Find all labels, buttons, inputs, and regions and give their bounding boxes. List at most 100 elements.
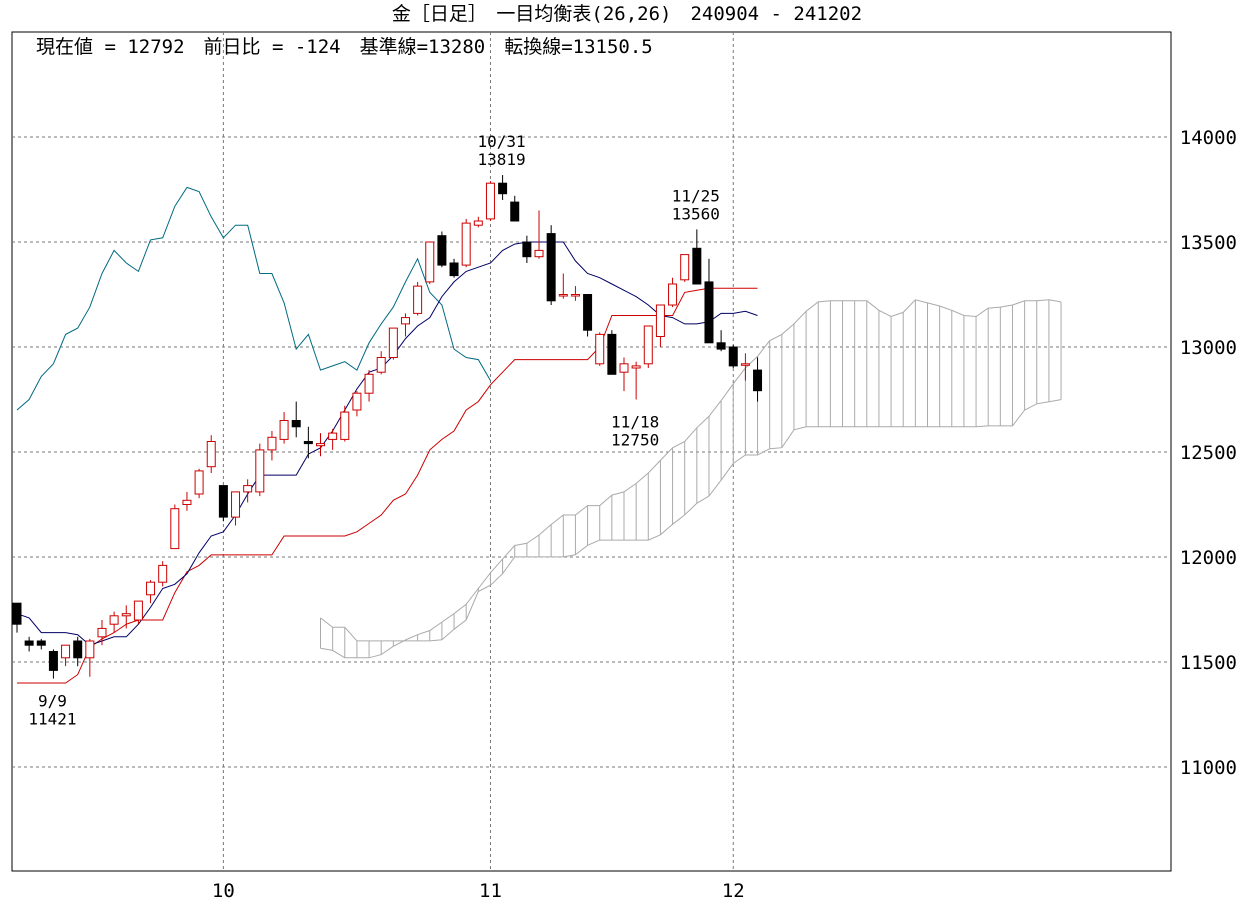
candle: [182, 491, 192, 511]
candle: [728, 344, 738, 368]
candle: [146, 580, 156, 604]
candle: [231, 491, 241, 526]
candle-body: [158, 564, 168, 583]
candle-body: [740, 363, 750, 366]
candle-body: [607, 333, 617, 375]
candle: [558, 273, 568, 299]
candle-body: [231, 491, 241, 518]
candle-body: [364, 373, 374, 394]
y-tick-label-12000: 12000: [1180, 547, 1237, 569]
annotation-date: 11/18: [611, 413, 659, 432]
candle-body: [61, 644, 71, 659]
candle: [570, 286, 580, 301]
candle-body: [668, 283, 678, 306]
annotation-date: 11/25: [672, 186, 720, 205]
candle: [255, 443, 265, 497]
candle: [655, 304, 665, 347]
candle-body: [243, 485, 253, 493]
candle-body: [352, 392, 362, 411]
candle: [328, 428, 338, 450]
candle: [170, 504, 180, 550]
candle: [668, 277, 678, 308]
candle-body: [461, 222, 471, 266]
candle-body: [121, 613, 131, 617]
candle: [291, 401, 301, 438]
candle-body: [619, 363, 629, 373]
candle-body: [425, 241, 435, 283]
x-tick-label-12: 12: [722, 880, 745, 902]
candle-body: [449, 262, 459, 277]
candle-body: [48, 651, 58, 671]
candle: [546, 225, 556, 305]
candle-body: [570, 294, 580, 297]
candle-body: [303, 441, 313, 445]
candle-body: [109, 615, 119, 625]
candle-body: [546, 233, 556, 302]
candle-body: [12, 602, 22, 625]
candlesticks: [12, 175, 763, 679]
chart-title: 金［日足］ 一目均衡表(26,26) 240904 - 241202: [392, 3, 862, 25]
candle: [303, 426, 313, 459]
candle: [36, 638, 46, 650]
candle: [740, 353, 750, 381]
x-tick-label-11: 11: [479, 880, 502, 902]
candle-body: [643, 325, 653, 365]
candle: [753, 357, 763, 402]
candle: [388, 327, 398, 360]
candle-body: [522, 241, 532, 258]
candle-body: [279, 420, 289, 440]
candle-body: [97, 627, 107, 638]
senkou-span-a-line: [320, 299, 1062, 659]
candle: [413, 281, 423, 316]
candle-body: [595, 333, 605, 365]
y-tick-label-11500: 11500: [1180, 652, 1237, 674]
candle: [352, 391, 362, 417]
annotation-date: 10/31: [478, 132, 526, 151]
candle: [534, 210, 544, 259]
candle: [340, 405, 350, 442]
candle-body: [388, 327, 398, 359]
candle: [109, 611, 119, 633]
candle: [716, 330, 726, 352]
candle-body: [716, 342, 726, 350]
candle-body: [631, 365, 641, 369]
candle-body: [680, 254, 690, 281]
y-tick-label-12500: 12500: [1180, 442, 1237, 464]
candle-body: [583, 294, 593, 331]
annotation-value: 13819: [478, 150, 526, 169]
candle-body: [413, 285, 423, 314]
annotation-value: 12750: [611, 431, 659, 450]
candle-body: [728, 346, 738, 367]
candle-body: [133, 600, 143, 621]
candle-body: [692, 247, 702, 285]
candle-body: [73, 640, 83, 659]
candle: [522, 235, 532, 263]
candle-body: [753, 369, 763, 392]
candle-body: [146, 581, 156, 596]
y-tick-label-13500: 13500: [1180, 232, 1237, 254]
candle: [473, 216, 483, 228]
candle-body: [206, 441, 216, 468]
y-axis: 11000 11500 12000 12500 13000 13500 14000: [1180, 127, 1237, 779]
candle: [437, 231, 447, 268]
candle: [85, 638, 95, 677]
candle-body: [498, 182, 508, 195]
candle: [48, 649, 58, 679]
candle: [194, 468, 204, 499]
candle-body: [704, 281, 714, 344]
candle-body: [340, 411, 350, 440]
x-tick-label-10: 10: [212, 880, 235, 902]
ichimoku-cloud: [320, 299, 1062, 659]
candle-body: [194, 470, 204, 495]
candle: [316, 433, 325, 457]
candle-body: [437, 235, 447, 266]
candle: [485, 181, 495, 221]
candle: [607, 330, 617, 375]
candle: [61, 644, 71, 667]
candle-body: [170, 508, 180, 550]
candle: [631, 361, 641, 400]
candle: [425, 241, 435, 284]
candle: [121, 605, 131, 629]
